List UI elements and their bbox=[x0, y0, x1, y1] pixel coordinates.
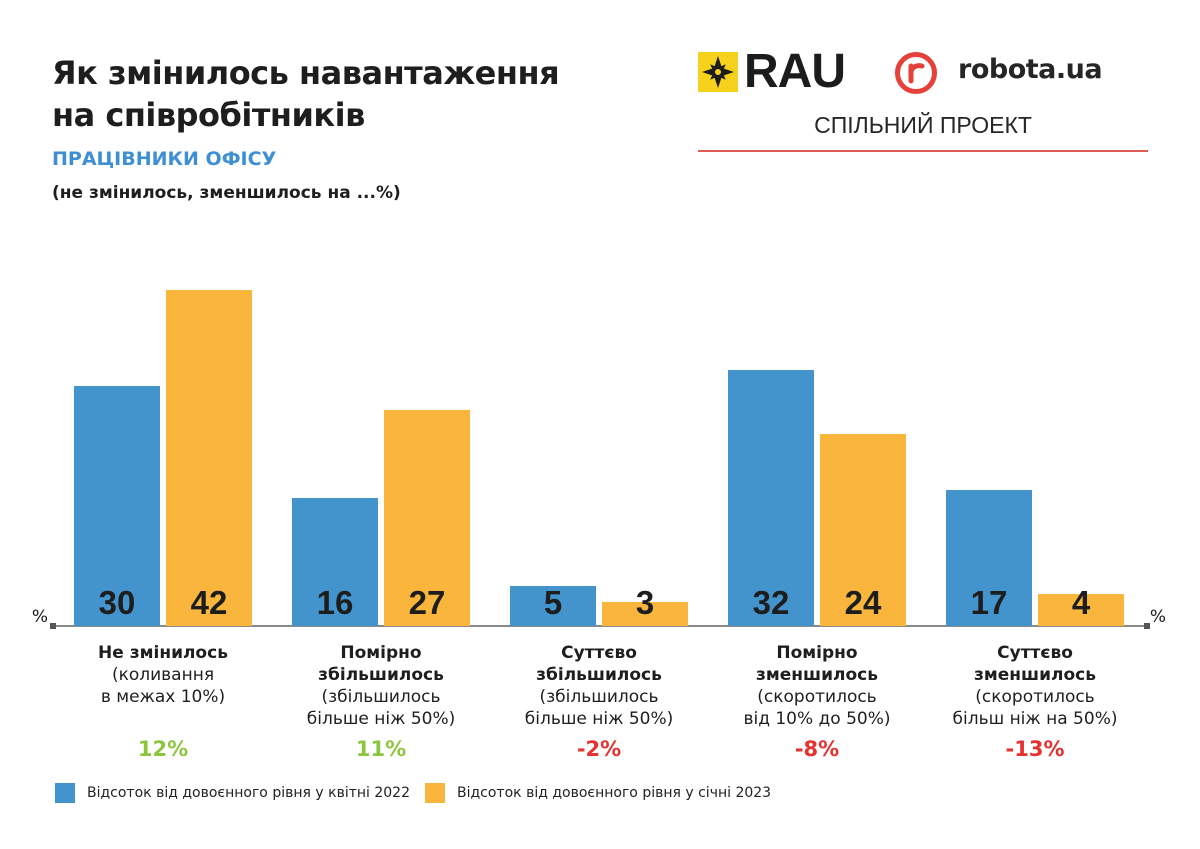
value-label-2023-0: 42 bbox=[191, 584, 228, 621]
value-label-2023-1: 27 bbox=[409, 584, 446, 621]
value-label-2022-0: 30 bbox=[99, 584, 136, 621]
unit-label-left: % bbox=[32, 607, 48, 627]
legend-item-2022: Відсоток від довоєнного рівня у квітні 2… bbox=[55, 783, 410, 803]
category-label-4-line-1: зменшилось bbox=[974, 665, 1096, 685]
change-label-1: 11% bbox=[356, 737, 406, 761]
page-title: Як змінилось навантаження на співробітни… bbox=[52, 52, 652, 136]
category-label-1-line-3: більше ніж 50%) bbox=[307, 709, 455, 729]
rau-logo-text: RAU bbox=[744, 45, 846, 98]
change-label-2: -2% bbox=[577, 737, 621, 761]
title-line-1: Як змінилось навантаження bbox=[52, 54, 560, 92]
bar-2023-4 bbox=[1038, 594, 1124, 626]
legend-item-2023: Відсоток від довоєнного рівня у січні 20… bbox=[425, 783, 771, 803]
category-label-2-line-0: Суттєво bbox=[561, 643, 637, 663]
subtitle: ПРАЦІВНИКИ ОФІСУ bbox=[52, 148, 277, 170]
category-label-0-line-0: Не змінилось bbox=[98, 643, 228, 663]
bar-2023-2 bbox=[602, 602, 688, 626]
value-label-2023-4: 4 bbox=[1072, 584, 1091, 621]
bar-2022-4 bbox=[946, 490, 1032, 626]
category-label-4-line-0: Суттєво bbox=[997, 643, 1073, 663]
legend-swatch-orange bbox=[425, 783, 445, 803]
category-label-1-line-1: збільшилось bbox=[318, 665, 444, 685]
bar-2022-0 bbox=[74, 386, 160, 626]
legend-label-2022: Відсоток від довоєнного рівня у квітні 2… bbox=[87, 785, 410, 801]
value-label-2022-3: 32 bbox=[753, 584, 790, 621]
bar-2023-3 bbox=[820, 434, 906, 626]
category-label-0-line-1: (коливання bbox=[112, 665, 214, 685]
bar-2023-0 bbox=[166, 290, 252, 626]
category-label-3-line-0: Помірно bbox=[776, 643, 857, 663]
axis-end-right bbox=[1144, 623, 1150, 629]
value-label-2023-2: 3 bbox=[636, 584, 654, 621]
category-label-4-line-2: (скоротилось bbox=[975, 687, 1094, 707]
value-label-2023-3: 24 bbox=[845, 584, 882, 621]
joint-project-label: СПІЛЬНИЙ ПРОЕКТ bbox=[814, 112, 1032, 138]
bar-2022-2 bbox=[510, 586, 596, 626]
chart-note: (не змінилось, зменшилось на ...%) bbox=[52, 183, 401, 203]
axis-end-left bbox=[50, 623, 56, 629]
bar-2023-1 bbox=[384, 410, 470, 626]
category-label-3-line-2: (скоротилось bbox=[757, 687, 876, 707]
unit-label-right: % bbox=[1150, 607, 1166, 627]
category-label-0-line-2: в межах 10%) bbox=[101, 687, 225, 707]
category-label-4-line-3: більш ніж на 50%) bbox=[953, 709, 1118, 729]
category-label-3-line-1: зменшилось bbox=[756, 665, 878, 685]
title-line-2: на співробітників bbox=[52, 96, 365, 134]
value-label-2022-2: 5 bbox=[544, 584, 562, 621]
change-label-0: 12% bbox=[138, 737, 188, 761]
legend-swatch-blue bbox=[55, 783, 75, 803]
header-divider bbox=[698, 150, 1148, 152]
robota-logo-text: robota.ua bbox=[958, 54, 1103, 85]
logos: RAU robota.ua СПІЛЬНИЙ ПРОЕКТ bbox=[698, 45, 1150, 160]
category-label-1-line-2: (збільшилось bbox=[322, 687, 441, 707]
change-label-4: -13% bbox=[1006, 737, 1065, 761]
value-label-2022-4: 17 bbox=[971, 584, 1008, 621]
category-label-1-line-0: Помірно bbox=[340, 643, 421, 663]
category-label-2-line-3: більше ніж 50%) bbox=[525, 709, 673, 729]
bar-2022-3 bbox=[728, 370, 814, 626]
rau-logo-icon bbox=[698, 52, 738, 92]
value-label-2022-1: 16 bbox=[317, 584, 354, 621]
category-label-3-line-3: від 10% до 50%) bbox=[743, 709, 890, 729]
category-label-2-line-2: (збільшилось bbox=[540, 687, 659, 707]
category-label-2-line-1: збільшилось bbox=[536, 665, 662, 685]
robota-logo-icon bbox=[895, 52, 937, 94]
legend-label-2023: Відсоток від довоєнного рівня у січні 20… bbox=[457, 785, 772, 801]
bar-2022-1 bbox=[292, 498, 378, 626]
change-label-3: -8% bbox=[795, 737, 839, 761]
